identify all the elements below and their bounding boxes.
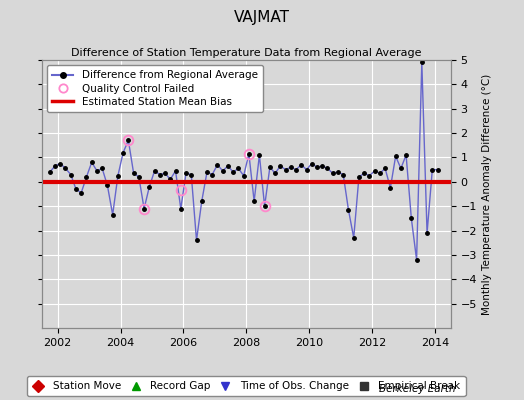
Y-axis label: Monthly Temperature Anomaly Difference (°C): Monthly Temperature Anomaly Difference (… (483, 73, 493, 315)
Title: Difference of Station Temperature Data from Regional Average: Difference of Station Temperature Data f… (71, 48, 421, 58)
Text: VAJMAT: VAJMAT (234, 10, 290, 25)
Text: Berkeley Earth: Berkeley Earth (379, 384, 456, 394)
Legend: Station Move, Record Gap, Time of Obs. Change, Empirical Break: Station Move, Record Gap, Time of Obs. C… (27, 376, 465, 396)
